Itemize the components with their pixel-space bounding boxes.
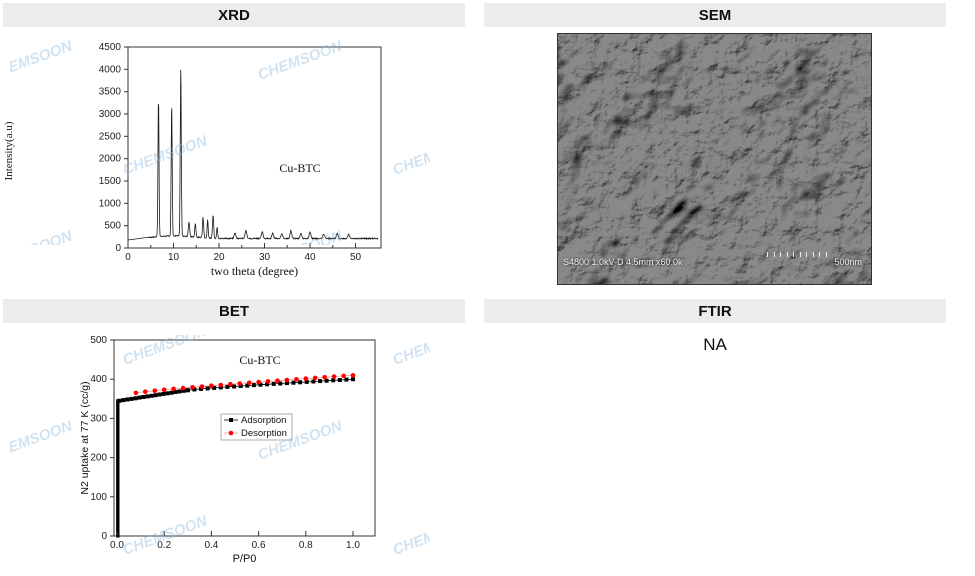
svg-text:30: 30 (259, 252, 271, 263)
svg-text:20: 20 (213, 252, 225, 263)
svg-text:40: 40 (304, 252, 316, 263)
svg-text:2000: 2000 (99, 154, 122, 165)
svg-text:50: 50 (350, 252, 362, 263)
svg-text:two theta (degree): two theta (degree) (211, 264, 298, 278)
svg-text:Cu-BTC: Cu-BTC (279, 161, 320, 175)
svg-text:4000: 4000 (99, 64, 122, 75)
svg-text:1500: 1500 (99, 176, 122, 187)
svg-text:3000: 3000 (99, 109, 122, 120)
svg-text:10: 10 (168, 252, 180, 263)
svg-text:Intensity(a.u): Intensity(a.u) (3, 121, 15, 180)
svg-text:2500: 2500 (99, 131, 122, 142)
svg-text:1000: 1000 (99, 198, 122, 209)
svg-text:4500: 4500 (99, 42, 122, 53)
svg-text:0: 0 (115, 243, 121, 254)
svg-text:0: 0 (125, 252, 131, 263)
svg-text:500: 500 (104, 221, 121, 232)
svg-text:3500: 3500 (99, 87, 122, 98)
